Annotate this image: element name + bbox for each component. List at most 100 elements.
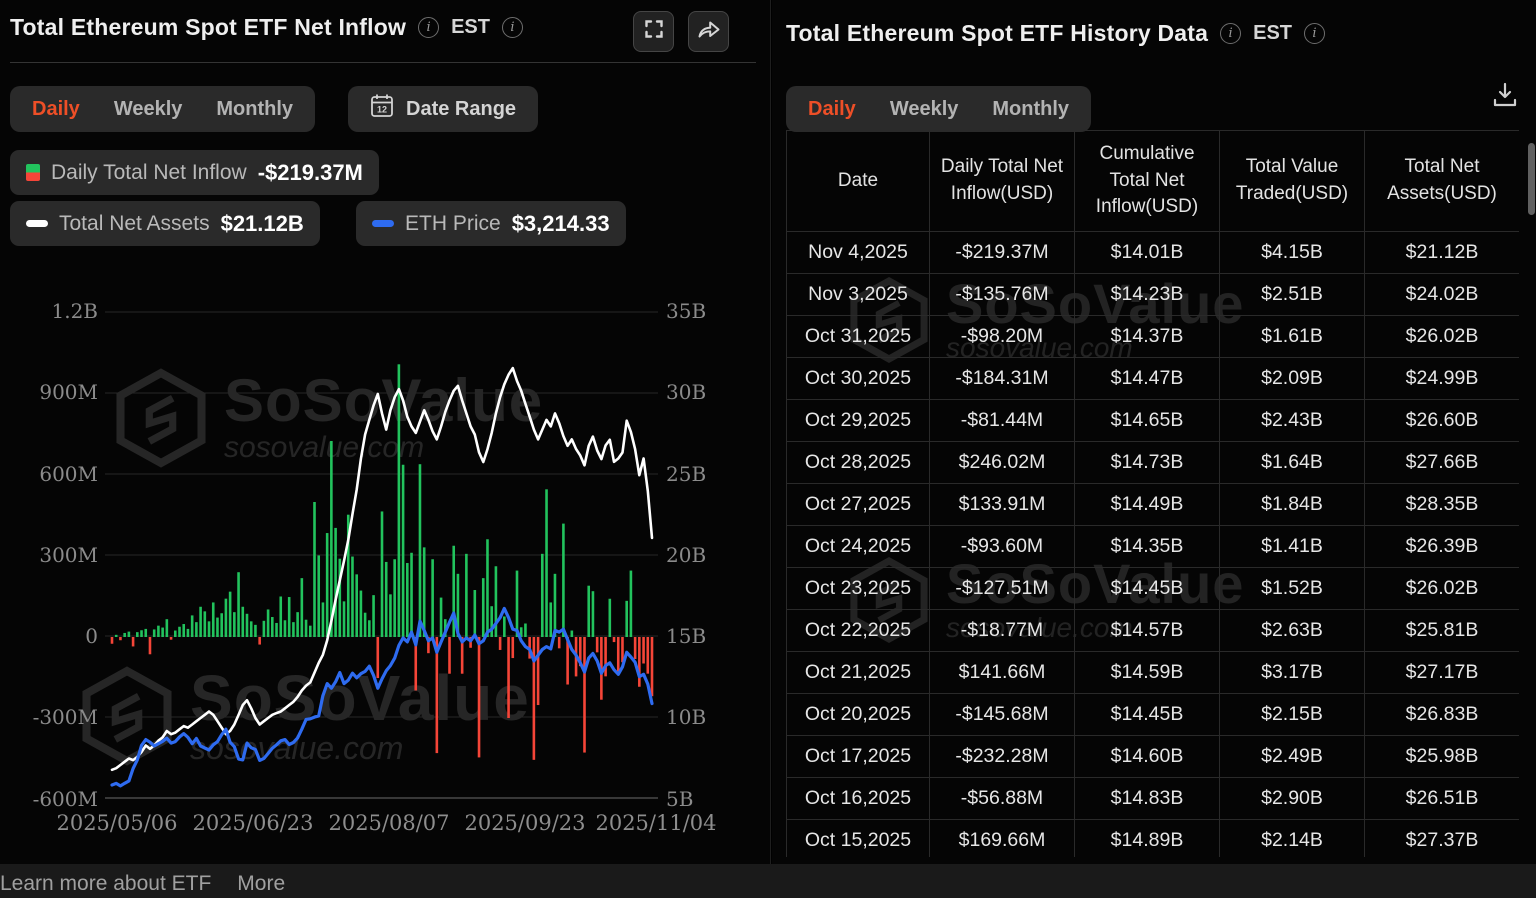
table-scrollbar-thumb[interactable] [1528, 143, 1535, 215]
table-row[interactable]: Oct 23,2025 -$127.51M $14.45B $1.52B $26.02B [786, 567, 1519, 610]
chart-panel-title: Total Ethereum Spot ETF Net Inflow [10, 14, 407, 40]
table-row[interactable]: Oct 16,2025 -$56.88M $14.83B $2.90B $26.51B [786, 777, 1519, 820]
cell-value-traded: $2.43B [1219, 399, 1365, 442]
history-table-body: Nov 4,2025 -$219.37M $14.01B $4.15B $21.12B N… [786, 231, 1519, 857]
cell-net-assets: $24.02B [1364, 273, 1519, 316]
cell-date: Oct 22,2025 [786, 609, 930, 652]
table-row[interactable]: Oct 27,2025 $133.91M $14.49B $1.84B $28.35B [786, 483, 1519, 526]
x-axis-tick: 2025/05/06 [56, 811, 178, 835]
date-range-button[interactable]: 12 Date Range [348, 86, 539, 132]
table-row[interactable]: Oct 22,2025 -$18.77M $14.57B $2.63B $25.81B [786, 609, 1519, 652]
tab-weekly[interactable]: Weekly [889, 97, 959, 120]
y-axis-tick: -600M [32, 787, 98, 811]
table-row[interactable]: Oct 24,2025 -$93.60M $14.35B $1.41B $26.39B [786, 525, 1519, 568]
download-button[interactable] [1488, 80, 1522, 114]
cell-cumulative-inflow: $14.59B [1074, 651, 1220, 694]
table-row[interactable]: Oct 31,2025 -$98.20M $14.37B $1.61B $26.02B [786, 315, 1519, 358]
cell-date: Oct 23,2025 [786, 567, 930, 610]
inflow-chart[interactable] [105, 295, 658, 825]
cell-cumulative-inflow: $14.35B [1074, 525, 1220, 568]
cell-daily-inflow: -$81.44M [929, 399, 1075, 442]
learn-more-link[interactable]: Learn more about ETF [0, 872, 212, 895]
legend-eth-price[interactable]: ETH Price $3,214.33 [356, 201, 626, 246]
legend-inflow[interactable]: Daily Total Net Inflow -$219.37M [10, 150, 379, 195]
tab-monthly[interactable]: Monthly [216, 97, 294, 120]
legend-assets[interactable]: Total Net Assets $21.12B [10, 201, 320, 246]
cell-date: Oct 20,2025 [786, 693, 930, 736]
tab-daily[interactable]: Daily [32, 97, 80, 120]
cell-daily-inflow: -$219.37M [929, 231, 1075, 274]
x-axis-tick: 2025/06/23 [192, 811, 314, 835]
inflow-chart-panel: Total Ethereum Spot ETF Net Inflow i EST… [0, 0, 770, 866]
cell-date: Nov 4,2025 [786, 231, 930, 274]
table-row[interactable]: Oct 21,2025 $141.66M $14.59B $3.17B $27.17B [786, 651, 1519, 694]
x-axis-tick: 2025/08/07 [328, 811, 450, 835]
x-axis-tick: 2025/11/04 [595, 811, 717, 835]
table-row[interactable]: Oct 17,2025 -$232.28M $14.60B $2.49B $25.98B [786, 735, 1519, 778]
table-row[interactable]: Nov 4,2025 -$219.37M $14.01B $4.15B $21.12B [786, 231, 1519, 274]
cell-value-traded: $2.51B [1219, 273, 1365, 316]
cell-value-traded: $2.49B [1219, 735, 1365, 778]
legend-assets-value: $21.12B [220, 210, 304, 236]
fullscreen-button[interactable] [633, 11, 674, 52]
cell-daily-inflow: -$98.20M [929, 315, 1075, 358]
cell-cumulative-inflow: $14.73B [1074, 441, 1220, 484]
cell-cumulative-inflow: $14.65B [1074, 399, 1220, 442]
cell-daily-inflow: $246.02M [929, 441, 1075, 484]
cell-daily-inflow: -$135.76M [929, 273, 1075, 316]
cell-value-traded: $2.09B [1219, 357, 1365, 400]
table-row[interactable]: Oct 20,2025 -$145.68M $14.45B $2.15B $26.83B [786, 693, 1519, 736]
cell-net-assets: $26.60B [1364, 399, 1519, 442]
svg-text:12: 12 [377, 105, 387, 115]
cell-cumulative-inflow: $14.89B [1074, 819, 1220, 857]
cell-cumulative-inflow: $14.45B [1074, 567, 1220, 610]
cell-daily-inflow: -$56.88M [929, 777, 1075, 820]
cell-daily-inflow: $141.66M [929, 651, 1075, 694]
cell-net-assets: $27.17B [1364, 651, 1519, 694]
table-row[interactable]: Oct 28,2025 $246.02M $14.73B $1.64B $27.66B [786, 441, 1519, 484]
cell-daily-inflow: -$145.68M [929, 693, 1075, 736]
y-axis-tick: 300M [39, 543, 98, 567]
cell-net-assets: $26.39B [1364, 525, 1519, 568]
cell-cumulative-inflow: $14.47B [1074, 357, 1220, 400]
col-header-cumulative-inflow: Cumulative Total Net Inflow(USD) [1074, 130, 1220, 232]
info-icon[interactable]: i [418, 17, 440, 38]
col-header-daily-inflow: Daily Total Net Inflow(USD) [929, 130, 1075, 232]
table-row[interactable]: Nov 3,2025 -$135.76M $14.23B $2.51B $24.02B [786, 273, 1519, 316]
tab-weekly[interactable]: Weekly [113, 97, 183, 120]
tab-monthly[interactable]: Monthly [992, 97, 1070, 120]
cell-date: Oct 21,2025 [786, 651, 930, 694]
cell-cumulative-inflow: $14.60B [1074, 735, 1220, 778]
col-header-date: Date [786, 130, 930, 232]
history-data-panel: Total Ethereum Spot ETF History Data i E… [772, 0, 1536, 866]
fullscreen-icon [644, 19, 664, 44]
cell-value-traded: $1.41B [1219, 525, 1365, 568]
legend-eth-label: ETH Price [405, 211, 501, 235]
cell-net-assets: $26.02B [1364, 315, 1519, 358]
cell-daily-inflow: -$232.28M [929, 735, 1075, 778]
info-icon[interactable]: i [502, 17, 523, 38]
legend-inflow-value: -$219.37M [257, 159, 363, 185]
table-row[interactable]: Oct 30,2025 -$184.31M $14.47B $2.09B $24.99B [786, 357, 1519, 400]
cell-date: Oct 15,2025 [786, 819, 930, 857]
cell-value-traded: $1.64B [1219, 441, 1365, 484]
cell-daily-inflow: -$18.77M [929, 609, 1075, 652]
table-row[interactable]: Oct 15,2025 $169.66M $14.89B $2.14B $27.37B [786, 819, 1519, 857]
tab-daily[interactable]: Daily [808, 97, 856, 120]
more-link[interactable]: More [237, 872, 286, 895]
timezone-label: EST [451, 16, 490, 38]
cell-net-assets: $24.99B [1364, 357, 1519, 400]
cell-daily-inflow: -$93.60M [929, 525, 1075, 568]
history-table-container[interactable]: Date Daily Total Net Inflow(USD) Cumulat… [786, 130, 1519, 857]
calendar-icon: 12 [370, 93, 394, 125]
table-panel-title: Total Ethereum Spot ETF History Data [786, 20, 1209, 46]
x-axis-tick: 2025/09/23 [464, 811, 586, 835]
info-icon[interactable]: i [1304, 23, 1326, 44]
cell-date: Oct 28,2025 [786, 441, 930, 484]
share-button[interactable] [688, 11, 729, 52]
date-range-label: Date Range [406, 97, 517, 120]
table-row[interactable]: Oct 29,2025 -$81.44M $14.65B $2.43B $26.60B [786, 399, 1519, 442]
info-icon[interactable]: i [1220, 23, 1242, 44]
cell-value-traded: $3.17B [1219, 651, 1365, 694]
